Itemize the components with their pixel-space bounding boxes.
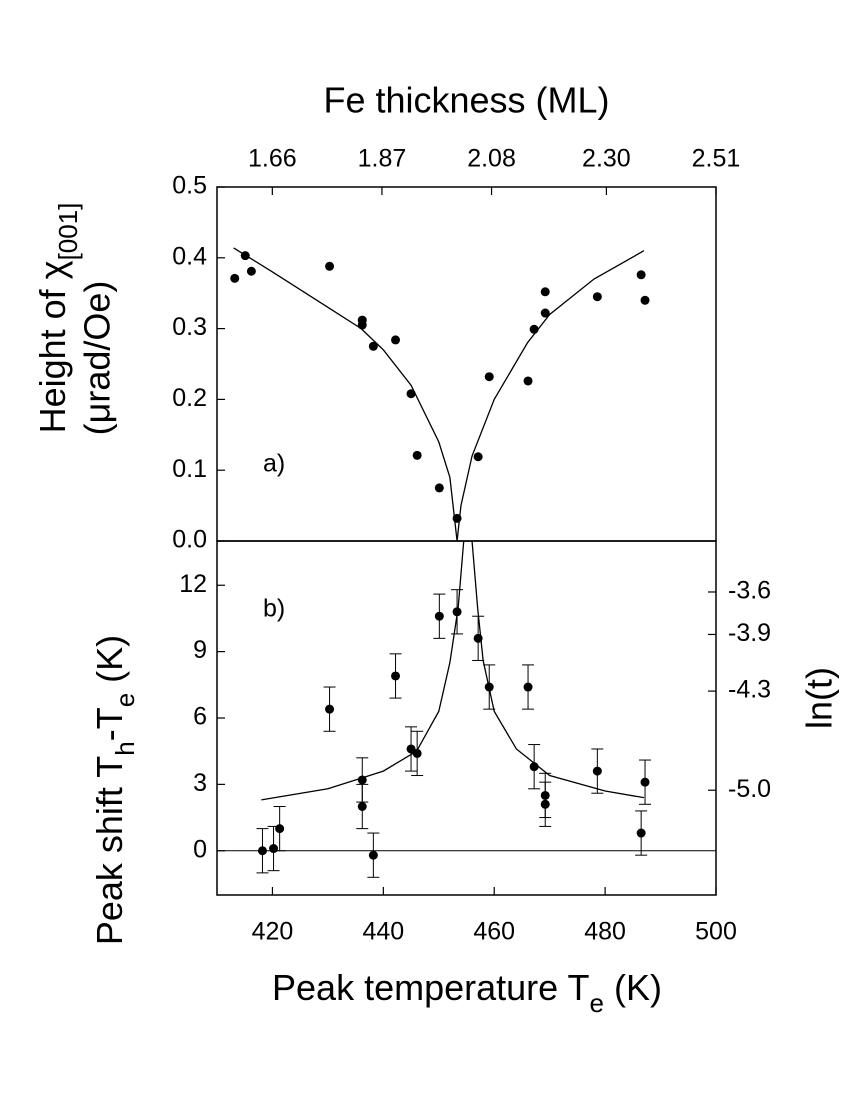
data-point <box>434 483 444 493</box>
data-point <box>368 341 378 351</box>
label-part: e <box>590 988 604 1018</box>
data-point <box>325 704 335 714</box>
data-point <box>640 777 650 787</box>
x-axis-label: Peak temperature Te (K) <box>272 967 662 1018</box>
panel-label: a) <box>263 450 285 478</box>
y-tick-label: 0.3 <box>172 313 207 341</box>
label-part: Height of χ <box>32 260 73 433</box>
x2-tick-label: 1.87 <box>358 145 407 173</box>
x2-tick-label: 1.66 <box>248 145 297 173</box>
data-point <box>357 802 367 811</box>
x-tick-label: 420 <box>252 918 294 946</box>
data-point <box>592 766 602 776</box>
fit-curve <box>261 541 645 801</box>
y-axis-label-line2: (μrad/Oe) <box>77 281 118 436</box>
data-point <box>391 335 401 345</box>
y-tick-label: 0 <box>193 835 207 863</box>
data-point <box>368 850 378 860</box>
data-point <box>636 828 646 838</box>
data-point <box>275 824 285 834</box>
label-part: (K) <box>604 967 662 1008</box>
data-point <box>257 846 267 856</box>
fit-curve-group <box>233 247 645 541</box>
data-point <box>640 295 650 305</box>
data-point <box>540 287 550 297</box>
data-point <box>412 450 422 460</box>
data-point <box>230 273 240 283</box>
fit-curve <box>233 247 645 541</box>
data-point <box>523 682 533 692</box>
x2-tick-label: 2.30 <box>582 145 631 173</box>
y-tick-label: 0.1 <box>172 455 207 483</box>
data-point <box>269 844 279 854</box>
y-tick-label: 9 <box>193 636 207 664</box>
data-point <box>523 376 533 386</box>
y-tick-label: 12 <box>179 570 207 598</box>
x-tick-label: 480 <box>584 918 626 946</box>
y-tick-label: 6 <box>193 703 207 731</box>
data-point <box>540 308 550 318</box>
data-point <box>484 372 494 382</box>
label-part: h <box>110 741 140 755</box>
data-point <box>406 389 416 399</box>
y-axis-label: Peak shift Th-Te (K) <box>89 635 140 945</box>
data-point <box>592 292 602 302</box>
data-point <box>412 748 422 758</box>
label-part: (K) <box>89 635 130 693</box>
label-part: Peak temperature T <box>272 967 590 1008</box>
data-point <box>391 671 401 681</box>
data-point <box>434 611 444 621</box>
x-tick-label: 500 <box>695 918 737 946</box>
data-point <box>325 261 335 271</box>
y2-axis-label: ln(t) <box>799 667 840 729</box>
y2-tick-label: -3.9 <box>728 619 771 647</box>
y2-tick-label: -4.3 <box>728 676 771 704</box>
label-part: Peak shift T <box>89 756 130 945</box>
panel-label: b) <box>263 595 285 623</box>
label-part: e <box>110 693 140 707</box>
y-tick-label: 0.0 <box>172 526 207 554</box>
y-tick-label: 0.5 <box>172 172 207 200</box>
x-tick-label: 460 <box>473 918 515 946</box>
y2-tick-label: -3.6 <box>728 577 771 605</box>
data-point <box>636 270 646 280</box>
x-tick-label: 440 <box>362 918 404 946</box>
fit-curve-group <box>261 541 645 801</box>
x2-tick-label: 2.08 <box>467 145 516 173</box>
y-tick-label: 0.4 <box>172 242 207 270</box>
plot-frame <box>216 186 717 542</box>
y-tick-label: 3 <box>193 769 207 797</box>
y2-tick-label: -5.0 <box>728 775 771 803</box>
data-point <box>357 320 367 330</box>
y-tick-label: 0.2 <box>172 384 207 412</box>
x2-tick-label: 2.51 <box>692 145 741 173</box>
x2-axis-label: Fe thickness (ML) <box>323 80 609 121</box>
label-part: -T <box>89 707 130 741</box>
data-point <box>473 452 483 462</box>
label-part: [001] <box>53 203 83 261</box>
y-axis-label: Height of χ[001] <box>32 203 83 434</box>
data-point <box>246 266 256 276</box>
data-point <box>540 799 550 809</box>
